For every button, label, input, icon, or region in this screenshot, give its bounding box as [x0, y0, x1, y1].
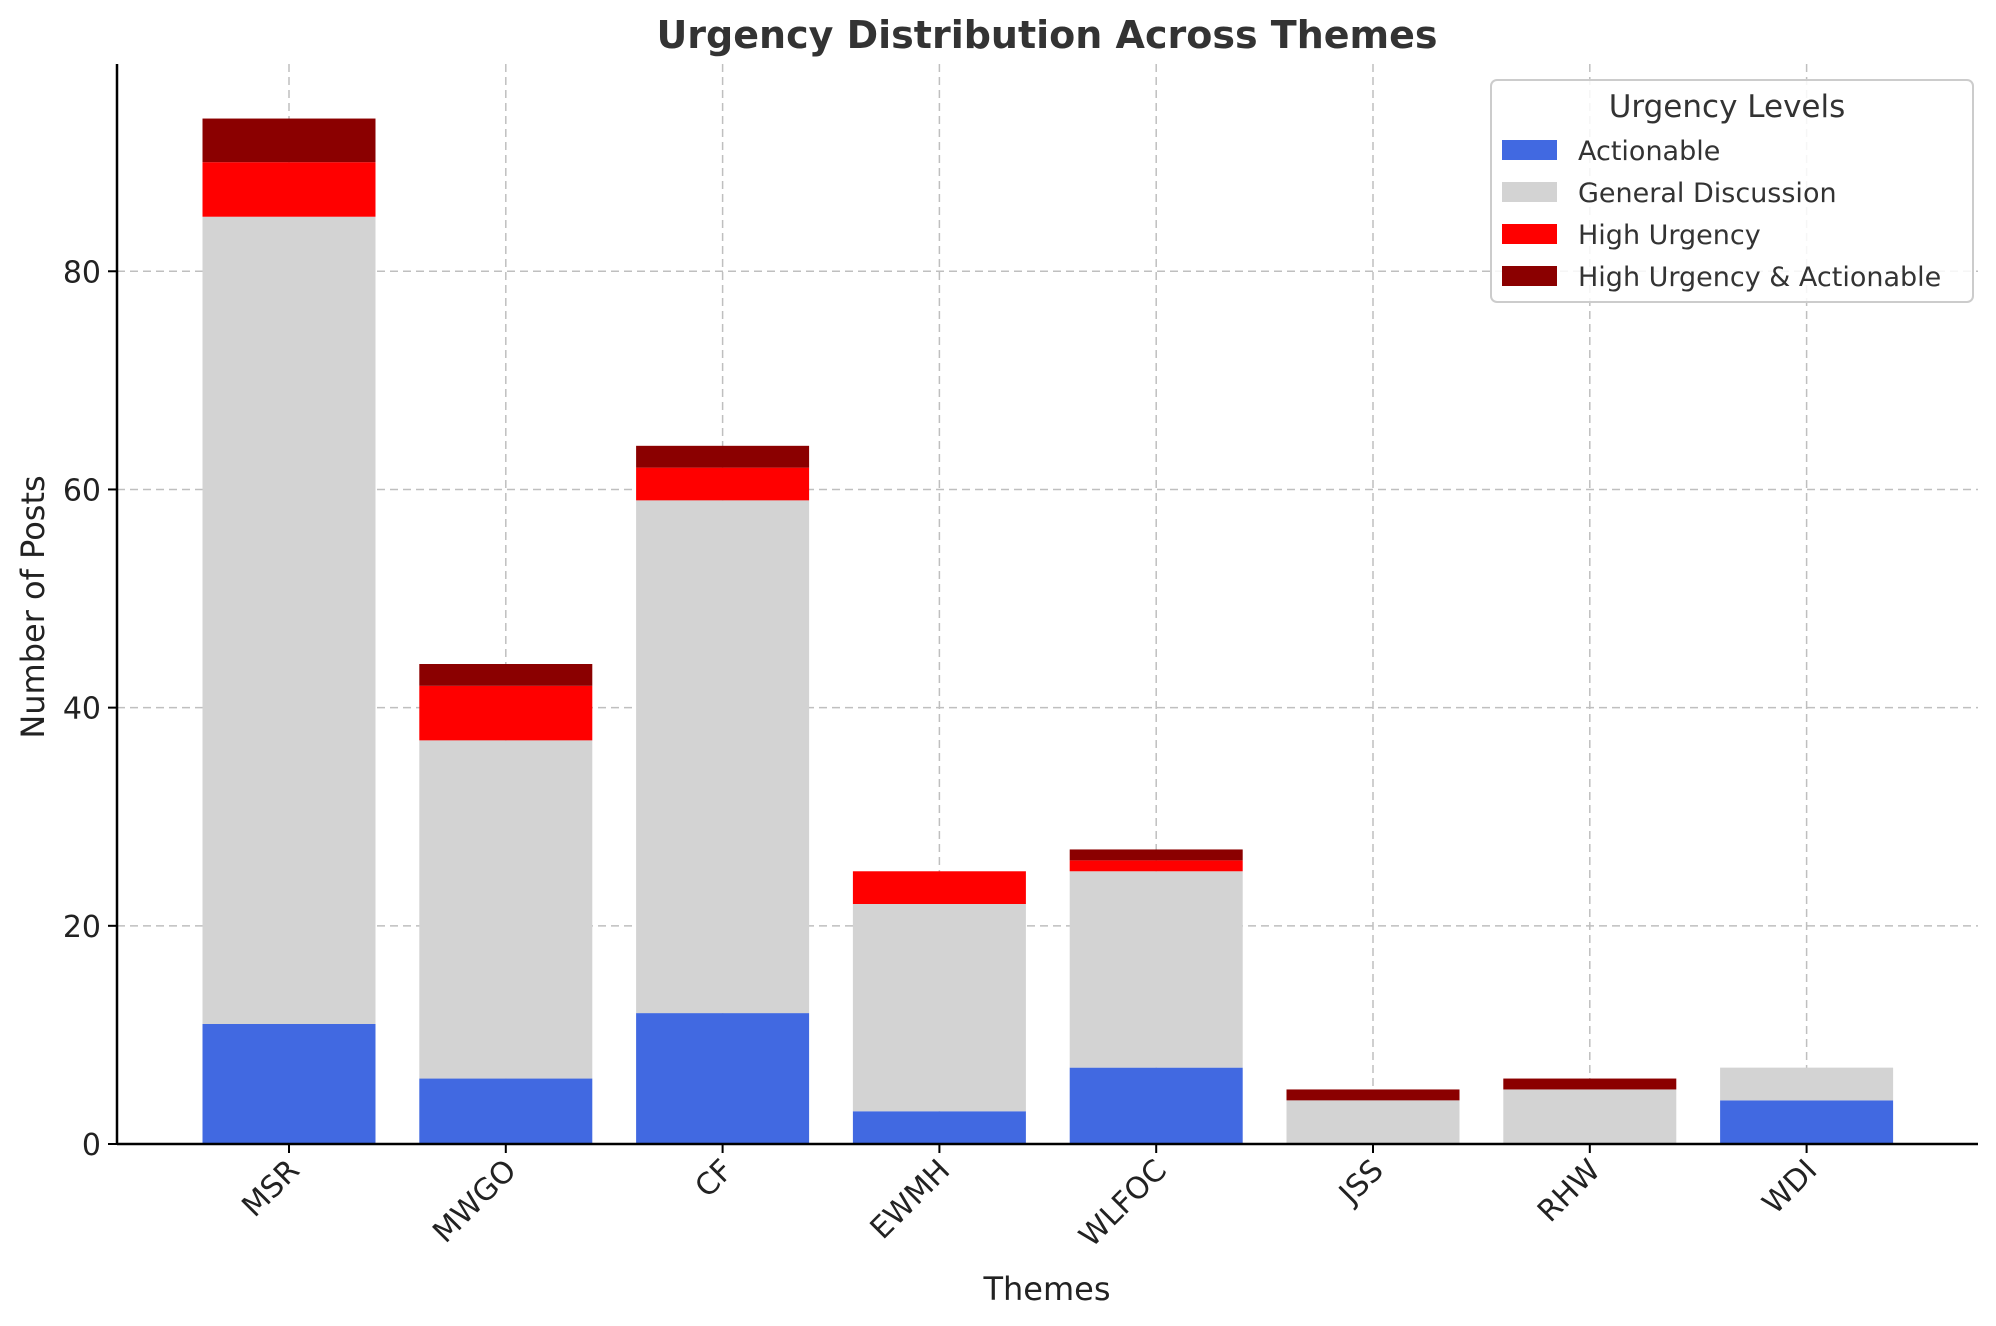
- legend-swatch: [1502, 224, 1557, 244]
- x-tick-label: WDI: [1756, 1153, 1824, 1221]
- axes-layer: [115, 64, 1978, 1146]
- legend-swatch: [1502, 266, 1557, 286]
- bar-segment: [1069, 860, 1243, 872]
- bar-segment: [1503, 1078, 1677, 1090]
- bar-segment: [1720, 1100, 1894, 1144]
- bar-segment: [419, 664, 593, 686]
- x-tick-label: MSR: [235, 1153, 306, 1224]
- bar-segment: [1069, 871, 1243, 1068]
- bar-segment: [419, 740, 593, 1079]
- legend-title: Urgency Levels: [1609, 89, 1846, 125]
- legend-label: High Urgency: [1578, 220, 1761, 251]
- y-tick-label: 40: [63, 692, 101, 727]
- x-tick-label: JSS: [1331, 1153, 1390, 1212]
- y-tick-label: 0: [82, 1128, 101, 1163]
- legend-label: Actionable: [1578, 136, 1720, 167]
- y-tick-label: 20: [63, 910, 101, 945]
- bar-segment: [852, 871, 1026, 904]
- bar-segment: [1720, 1067, 1894, 1101]
- bar-segment: [419, 1078, 593, 1144]
- bar-segment: [202, 118, 376, 163]
- bar-segment: [202, 1024, 376, 1144]
- bar-segment: [1069, 1067, 1243, 1144]
- x-tick-label: WLFOC: [1073, 1153, 1174, 1254]
- legend-frame: [1490, 79, 1974, 303]
- legend-label: General Discussion: [1578, 178, 1837, 209]
- bar-segment: [636, 445, 810, 468]
- legend-label: High Urgency & Actionable: [1578, 262, 1941, 293]
- bar-segment: [1286, 1100, 1460, 1144]
- x-tick-label: CF: [688, 1153, 740, 1205]
- bar-segment: [202, 162, 376, 217]
- bar-segment: [636, 1013, 810, 1144]
- y-axis-label: Number of Posts: [14, 475, 52, 738]
- x-tick-label: MWGO: [426, 1153, 523, 1250]
- x-axis-label: Themes: [982, 1270, 1110, 1308]
- legend-swatch: [1502, 182, 1557, 202]
- y-tick-label: 60: [63, 473, 101, 508]
- bar-segment: [852, 1111, 1026, 1144]
- x-tick-label: EWMH: [864, 1153, 957, 1246]
- legend: Urgency Levels Actionable General Discuss…: [1490, 79, 1974, 303]
- bar-segment: [636, 500, 810, 1014]
- y-tick-label: 80: [63, 255, 101, 290]
- bar-segment: [1286, 1089, 1460, 1101]
- bar-segment: [1069, 849, 1243, 861]
- chart-title: Urgency Distribution Across Themes: [656, 13, 1437, 57]
- bar-segment: [1503, 1089, 1677, 1144]
- bars-layer: [202, 118, 1894, 1144]
- x-tick-label: RHW: [1531, 1153, 1607, 1229]
- bar-segment: [636, 467, 810, 501]
- legend-swatch: [1502, 140, 1557, 160]
- bar-segment: [202, 216, 376, 1024]
- bar-segment: [852, 904, 1026, 1112]
- bar-segment: [419, 685, 593, 741]
- legend-entries: Actionable General Discussion High Urgency…: [1502, 136, 1941, 293]
